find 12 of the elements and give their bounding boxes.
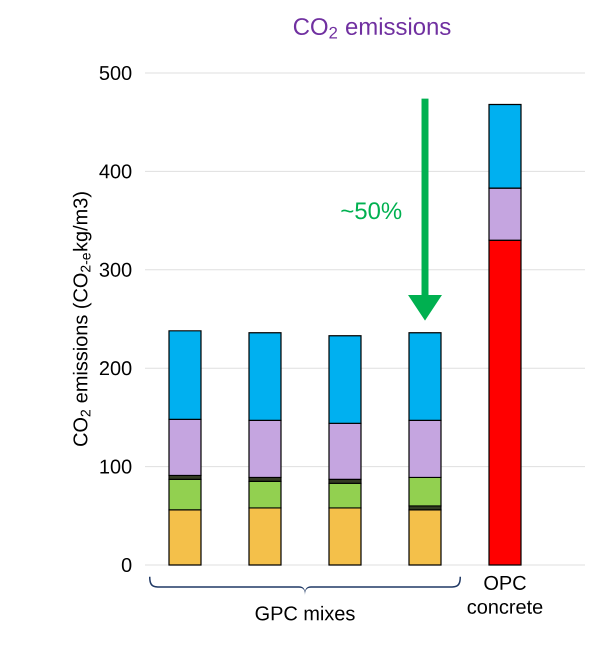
y-tick-label: 0 — [122, 558, 132, 572]
x-tick-label: OPC concrete — [468, 576, 542, 614]
y-tick-label: 200 — [100, 361, 132, 376]
annotation: ~50% — [341, 202, 402, 220]
y-tick-label: 500 — [100, 66, 132, 80]
y-tick-label: 300 — [100, 262, 132, 277]
y-axis-title: CO$_{2}$ emissions (CO$_{2-e}$kg/m3) — [72, 192, 92, 446]
chart-title: CO$_{2}$ emissions — [294, 17, 450, 39]
bar — [408, 509, 442, 566]
y-tick-label: 100 — [100, 460, 132, 474]
y-tick-label: 400 — [99, 164, 132, 178]
text: GPC mixes — [256, 606, 355, 620]
